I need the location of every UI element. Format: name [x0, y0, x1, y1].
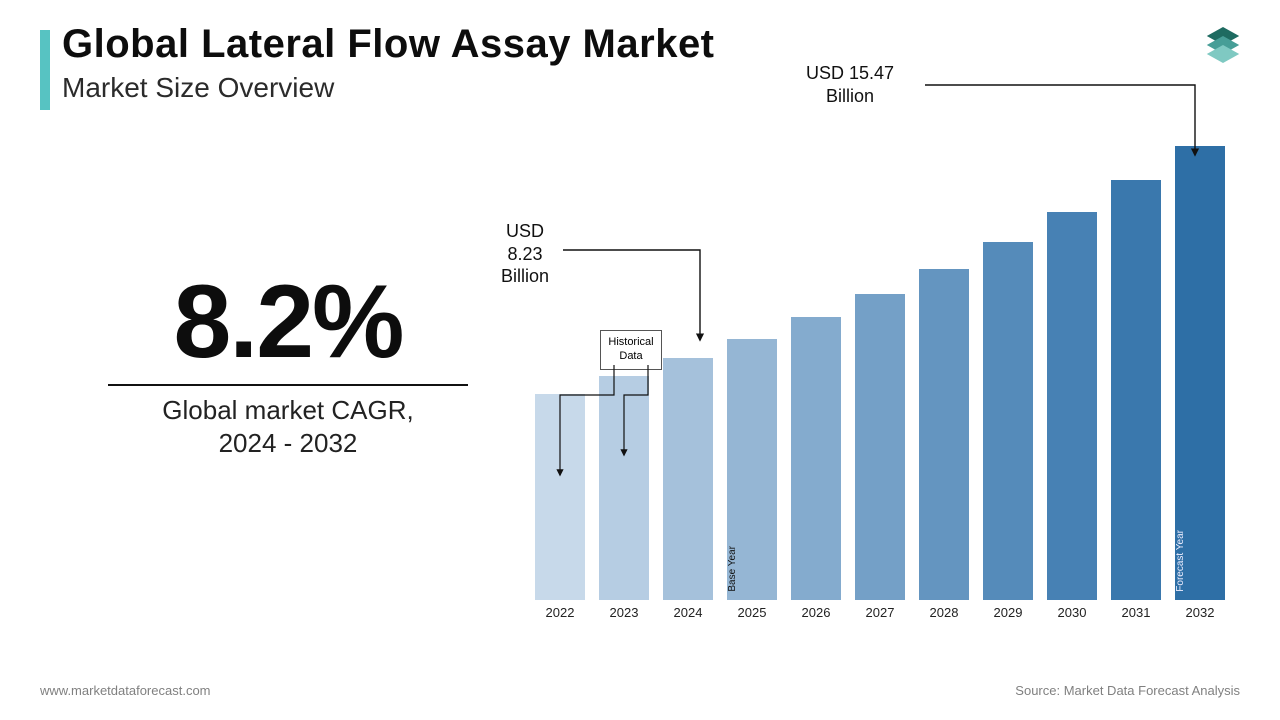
bar-slot: Base Year	[727, 130, 777, 600]
footer-url: www.marketdataforecast.com	[40, 683, 211, 698]
bar	[599, 376, 649, 600]
page-title: Global Lateral Flow Assay Market	[62, 22, 715, 67]
forecast-value-line2: Billion	[826, 86, 874, 106]
bar	[855, 294, 905, 600]
year-label: 2027	[855, 605, 905, 620]
cagr-label-line1: Global market CAGR,	[162, 395, 413, 425]
bar-container: Base Year Forecast Year	[535, 130, 1245, 600]
year-label: 2025	[727, 605, 777, 620]
forecast-value-callout: USD 15.47 Billion	[780, 62, 920, 107]
bar-slot	[663, 130, 713, 600]
bar-slot	[919, 130, 969, 600]
page-subtitle: Market Size Overview	[62, 72, 334, 104]
bar-slot: Forecast Year	[1175, 130, 1225, 600]
bar	[1047, 212, 1097, 600]
cagr-percent: 8.2%	[108, 270, 468, 374]
footer-source: Source: Market Data Forecast Analysis	[1015, 683, 1240, 698]
year-label: 2031	[1111, 605, 1161, 620]
bar-inner-label: Base Year	[727, 546, 777, 592]
page-root: Global Lateral Flow Assay Market Market …	[0, 0, 1280, 720]
year-label: 2030	[1047, 605, 1097, 620]
bar-slot	[983, 130, 1033, 600]
year-label: 2032	[1175, 605, 1225, 620]
title-accent-bar	[40, 30, 50, 110]
bar	[1111, 180, 1161, 600]
bar	[983, 242, 1033, 600]
bar	[919, 269, 969, 600]
cagr-label: Global market CAGR, 2024 - 2032	[108, 394, 468, 459]
market-size-bar-chart: Base Year Forecast Year 2022 2023 2024 2025 2…	[535, 130, 1245, 640]
bar	[663, 358, 713, 600]
year-label: 2026	[791, 605, 841, 620]
bar-inner-label: Forecast Year	[1175, 530, 1225, 592]
year-label: 2023	[599, 605, 649, 620]
bar-slot	[599, 130, 649, 600]
forecast-value-line1: USD 15.47	[806, 63, 894, 83]
bar	[535, 394, 585, 601]
bar-slot	[791, 130, 841, 600]
year-label: 2022	[535, 605, 585, 620]
bar	[791, 317, 841, 600]
cagr-divider	[108, 384, 468, 386]
bar-slot	[855, 130, 905, 600]
cagr-block: 8.2% Global market CAGR, 2024 - 2032	[108, 270, 468, 459]
bar-slot	[1047, 130, 1097, 600]
year-label: 2028	[919, 605, 969, 620]
cagr-label-line2: 2024 - 2032	[219, 428, 358, 458]
bar-slot	[1111, 130, 1161, 600]
bar-slot	[535, 130, 585, 600]
year-label: 2029	[983, 605, 1033, 620]
brand-logo-icon	[1196, 18, 1250, 72]
year-label: 2024	[663, 605, 713, 620]
